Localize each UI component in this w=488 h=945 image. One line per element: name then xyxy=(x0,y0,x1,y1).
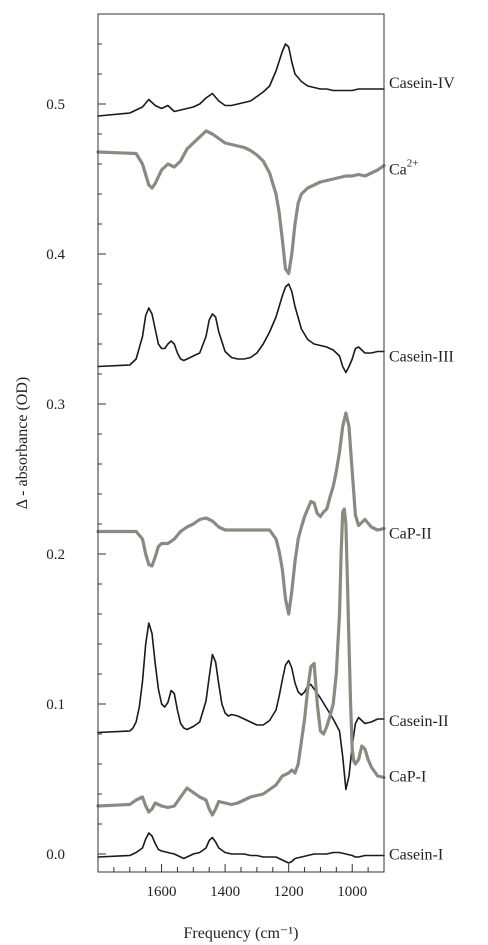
x-tick-label: 1600 xyxy=(147,884,177,900)
trace-label-casein-iii: Casein-III xyxy=(389,349,454,366)
trace-cap-ii xyxy=(96,411,386,616)
trace-ca xyxy=(96,129,386,276)
x-tick-label: 1400 xyxy=(210,884,240,900)
y-tick-label: 0.4 xyxy=(46,247,65,263)
trace-label-casein-iv: Casein-IV xyxy=(389,75,455,92)
trace-cap-i xyxy=(96,507,386,817)
trace-label-text: Ca xyxy=(389,162,407,179)
x-axis: 1600 1400 1200 1000 xyxy=(113,864,369,900)
trace-label-text: CaP-II xyxy=(389,526,432,543)
trace-label-text: Casein-I xyxy=(389,847,443,864)
trace-label-cap-i: CaP-I xyxy=(389,769,426,786)
trace-label-superscript: 2+ xyxy=(407,158,419,170)
x-tick-label: 1000 xyxy=(337,884,367,900)
trace-casein-iv xyxy=(97,43,385,117)
trace-label-casein-i: Casein-I xyxy=(389,847,443,864)
y-axis-title: Δ - absorbance (OD) xyxy=(14,377,31,509)
x-axis-title: Frequency (cm⁻¹) xyxy=(184,925,299,942)
trace-casein-iii xyxy=(97,283,385,374)
trace-label-text: CaP-I xyxy=(389,769,426,786)
y-tick-label: 0.2 xyxy=(46,547,65,563)
y-tick-label: 0.0 xyxy=(46,847,65,863)
trace-label-casein-ii: Casein-II xyxy=(389,713,449,730)
trace-label-text: Casein-II xyxy=(389,713,449,730)
y-tick-label: 0.1 xyxy=(46,697,65,713)
trace-labels: Casein-IV Ca2+ Casein-III CaP-II Casein-II Ca… xyxy=(389,75,455,864)
trace-casein-i xyxy=(97,832,385,864)
trace-label-text: Casein-III xyxy=(389,349,454,366)
spectra-traces xyxy=(96,43,386,864)
trace-label-cap-ii: CaP-II xyxy=(389,526,432,543)
trace-label-text: Casein-IV xyxy=(389,75,455,92)
y-tick-label: 0.3 xyxy=(46,397,65,413)
trace-label-ca: Ca2+ xyxy=(389,158,419,179)
y-tick-label: 0.5 xyxy=(46,97,65,113)
y-axis: 0.0 0.1 0.2 0.3 0.4 0.5 xyxy=(46,43,106,863)
trace-casein-ii xyxy=(97,622,385,791)
x-tick-label: 1200 xyxy=(274,884,304,900)
